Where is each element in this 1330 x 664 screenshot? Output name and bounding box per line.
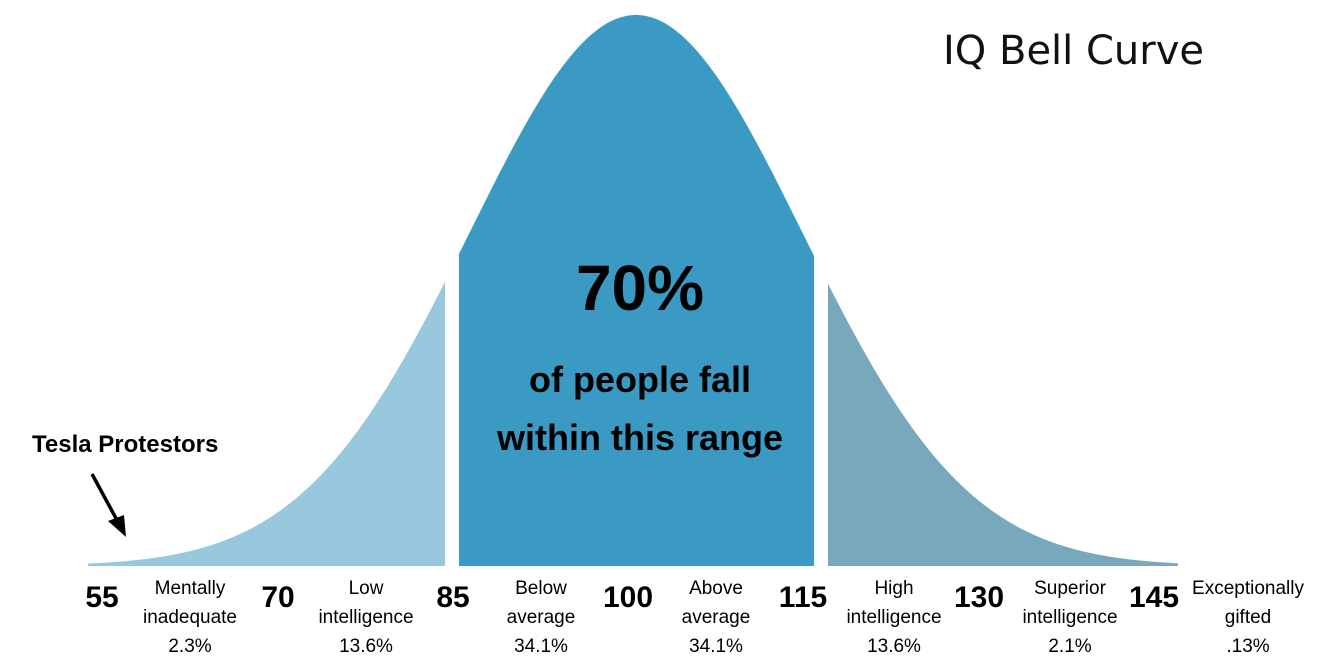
segment-name: intelligence bbox=[318, 607, 413, 628]
segment-percentage: 13.6% bbox=[339, 636, 393, 657]
segment-label: Superior intelligence 2.1% bbox=[1022, 578, 1117, 657]
annotation-arrow bbox=[90, 473, 126, 537]
segment-name: intelligence bbox=[1022, 607, 1117, 628]
tick-label: 70 bbox=[261, 581, 294, 614]
segment-label: Low intelligence 13.6% bbox=[318, 578, 413, 657]
center-caption-line2: within this range bbox=[496, 417, 783, 458]
segment-name: High bbox=[874, 578, 913, 599]
segment-name: Low bbox=[349, 578, 384, 599]
segment-name: Superior bbox=[1034, 578, 1106, 599]
segment-name: average bbox=[682, 607, 751, 628]
segment-label: High intelligence 13.6% bbox=[846, 578, 941, 657]
tick-label: 130 bbox=[954, 581, 1004, 614]
curve-region-1 bbox=[88, 281, 445, 566]
tick-label: 85 bbox=[436, 581, 469, 614]
segment-percentage: 2.1% bbox=[1048, 636, 1091, 657]
segment-name: Exceptionally bbox=[1192, 578, 1304, 599]
curve-region-3 bbox=[828, 283, 1178, 566]
tick-label: 100 bbox=[603, 581, 653, 614]
tick-label: 55 bbox=[85, 581, 118, 614]
tick-label: 115 bbox=[779, 581, 827, 614]
center-caption-line1: of people fall bbox=[529, 359, 751, 400]
x-axis-ticks: 55 70 85 100 115 130 145 bbox=[85, 581, 1179, 614]
segment-percentage: 13.6% bbox=[867, 636, 921, 657]
tesla-protestors-annotation: Tesla Protestors bbox=[32, 431, 218, 458]
segment-name: intelligence bbox=[846, 607, 941, 628]
segment-percentage: 34.1% bbox=[514, 636, 568, 657]
segment-label: Exceptionally gifted .13% bbox=[1192, 578, 1304, 657]
segment-name: Below bbox=[515, 578, 567, 599]
chart-title: IQ Bell Curve bbox=[943, 28, 1204, 74]
segment-label: Above average 34.1% bbox=[682, 578, 751, 657]
segment-name: average bbox=[507, 607, 576, 628]
segment-name: Mentally bbox=[155, 578, 226, 599]
segment-label: Mentally inadequate 2.3% bbox=[143, 578, 237, 657]
segment-label: Below average 34.1% bbox=[507, 578, 576, 657]
segment-name: inadequate bbox=[143, 607, 237, 628]
bell-curve-regions bbox=[88, 15, 1178, 566]
segment-name: gifted bbox=[1225, 607, 1271, 628]
segment-labels: Mentally inadequate 2.3% Low intelligence 13.… bbox=[143, 578, 1304, 657]
segment-percentage: 2.3% bbox=[168, 636, 211, 657]
segment-percentage: 34.1% bbox=[689, 636, 743, 657]
segment-name: Above bbox=[689, 578, 743, 599]
curve-region-2 bbox=[459, 15, 814, 566]
center-percentage: 70% bbox=[576, 252, 704, 324]
tick-label: 145 bbox=[1129, 581, 1179, 614]
segment-percentage: .13% bbox=[1226, 636, 1269, 657]
